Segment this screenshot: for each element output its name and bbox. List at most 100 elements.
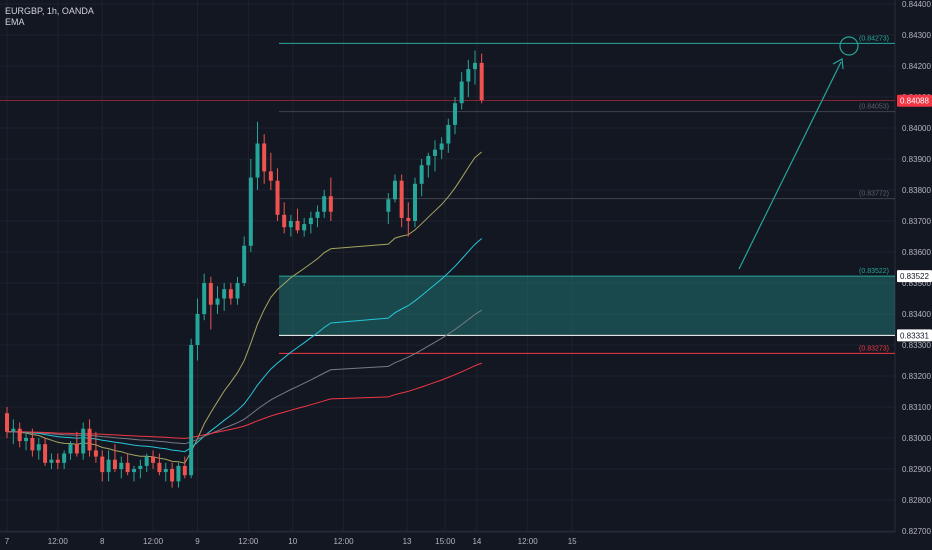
x-tick-label: 15:00 xyxy=(435,537,456,546)
indicator-label: EMA xyxy=(5,17,25,27)
candle-body xyxy=(202,283,207,314)
candle-body xyxy=(11,428,16,432)
x-tick-label: 15 xyxy=(568,537,577,546)
candle-body xyxy=(328,196,333,212)
candle-body xyxy=(242,245,247,283)
y-tick-label: 0.82900 xyxy=(902,465,931,474)
ema-line-50 xyxy=(6,238,483,453)
candle-body xyxy=(195,314,200,345)
x-tick-label: 12:00 xyxy=(518,537,539,546)
candle-body xyxy=(406,217,411,221)
arrow-head xyxy=(832,58,844,70)
ema-line-200 xyxy=(7,362,482,439)
candle-body xyxy=(106,459,111,473)
candle-body xyxy=(322,196,327,212)
candle-body xyxy=(419,165,424,184)
candle-body xyxy=(472,62,477,70)
candle-body xyxy=(163,469,168,473)
candle-body xyxy=(36,444,41,451)
y-tick-label: 0.83500 xyxy=(902,279,931,288)
x-tick-label: 12:00 xyxy=(143,537,164,546)
x-tick-label: 12:00 xyxy=(48,537,69,546)
price-tag-label: 0.83331 xyxy=(900,331,929,340)
candle-body xyxy=(87,428,92,451)
y-tick-label: 0.82700 xyxy=(902,527,931,536)
demand-zone xyxy=(279,276,895,336)
y-tick-label: 0.83700 xyxy=(902,217,931,226)
candle-body xyxy=(282,214,287,228)
candle-body xyxy=(426,155,431,166)
symbol-title: EURGBP, 1h, OANDA xyxy=(5,6,94,16)
candle-body xyxy=(308,217,313,225)
y-tick-label: 0.83100 xyxy=(902,403,931,412)
candle-body xyxy=(452,103,457,125)
level-label-stop: (0.83273) xyxy=(859,345,889,352)
y-tick-label: 0.84000 xyxy=(902,124,931,133)
candle-body xyxy=(55,459,60,463)
candle-body xyxy=(295,221,300,231)
candle-body xyxy=(176,465,181,482)
candle-body xyxy=(132,469,136,473)
y-tick-label: 0.84300 xyxy=(902,31,931,40)
candle-body xyxy=(151,456,156,463)
y-tick-label: 0.83400 xyxy=(902,310,931,319)
y-tick-label: 0.84200 xyxy=(902,62,931,71)
price-tag-box xyxy=(897,329,932,342)
y-tick-label: 0.83300 xyxy=(902,341,931,350)
candle-body xyxy=(255,143,260,178)
candle-body xyxy=(215,298,220,305)
candle-body xyxy=(43,444,48,463)
candle-body xyxy=(74,444,79,454)
candle-body xyxy=(125,462,130,473)
candle-body xyxy=(68,444,73,454)
price-tag-box xyxy=(897,270,932,283)
ema-line-100 xyxy=(6,309,482,445)
candle-body xyxy=(439,143,444,150)
candle-body xyxy=(222,289,227,299)
candle-body xyxy=(386,199,391,212)
x-tick-label: 12:00 xyxy=(334,537,355,546)
candle-body xyxy=(62,453,67,463)
candle-body xyxy=(275,180,280,215)
x-tick-label: 9 xyxy=(195,537,200,546)
candle-body xyxy=(268,171,273,181)
candle-body xyxy=(170,469,175,482)
y-tick-label: 0.83000 xyxy=(902,434,931,443)
candle-body xyxy=(112,459,117,469)
x-tick-label: 7 xyxy=(5,537,10,546)
candle-body xyxy=(138,465,143,469)
candle-body xyxy=(81,428,86,454)
x-tick-label: 8 xyxy=(100,537,105,546)
level-label-target: (0.84273) xyxy=(859,35,889,42)
candle-body xyxy=(315,211,320,218)
candle-body xyxy=(412,183,417,221)
x-tick-label: 13 xyxy=(403,537,412,546)
legend: EURGBP, 1h, OANDA EMA xyxy=(5,6,94,28)
candle-body xyxy=(228,289,233,299)
candle-body xyxy=(5,413,9,432)
x-tick-label: 10 xyxy=(288,537,297,546)
candle-body xyxy=(466,69,471,82)
candle-body xyxy=(288,221,293,228)
price-tag-box xyxy=(897,94,932,107)
price-tag-label: 0.84088 xyxy=(900,97,929,106)
y-tick-label: 0.83800 xyxy=(902,186,931,195)
candle-body xyxy=(189,345,194,476)
candle-body xyxy=(119,462,124,469)
price-tag-label: 0.83522 xyxy=(900,272,929,281)
candle-body xyxy=(446,124,451,144)
y-tick-label: 0.83200 xyxy=(902,372,931,381)
candle-body xyxy=(24,438,29,442)
candle-body xyxy=(399,180,404,218)
level-label-level: (0.84053) xyxy=(859,104,889,111)
candle-body xyxy=(248,177,253,246)
candle-body xyxy=(49,459,54,463)
projection-arrow xyxy=(738,61,842,270)
candle-body xyxy=(302,224,307,231)
candle-body xyxy=(208,283,213,305)
candle-body xyxy=(235,283,240,299)
x-tick-label: 14 xyxy=(472,537,481,546)
candle-body xyxy=(144,456,149,466)
